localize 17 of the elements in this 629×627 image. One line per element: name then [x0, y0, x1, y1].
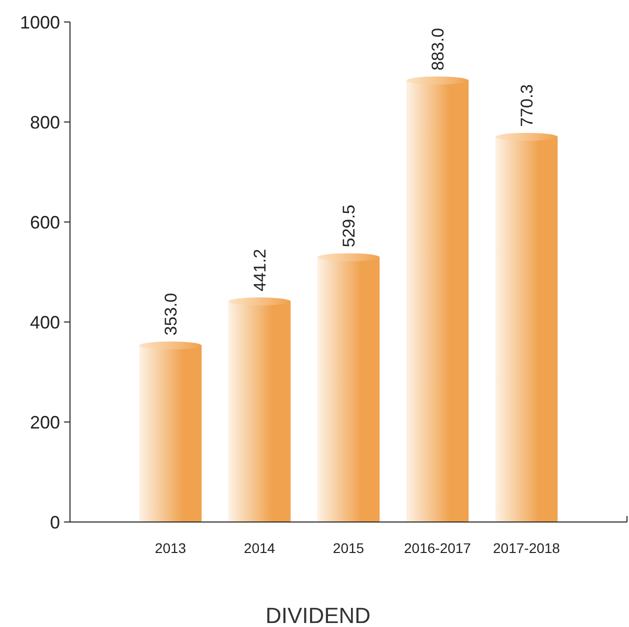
data-label: 353.0 [162, 292, 180, 336]
x-tick-label: 2017-2018 [493, 540, 560, 556]
x-axis-title: DIVIDEND [265, 603, 371, 627]
y-tick-label: 600 [30, 212, 60, 232]
x-tick-label: 2016-2017 [404, 540, 472, 556]
x-tick-label: 2014 [244, 540, 276, 556]
y-tick-label: 200 [30, 412, 60, 432]
y-tick-label: 0 [50, 512, 60, 532]
data-label: 770.3 [518, 84, 536, 127]
x-tick-label: 2013 [154, 540, 186, 556]
data-label: 883.0 [428, 28, 448, 70]
y-tick-label: 400 [30, 312, 60, 332]
y-tick-label: 1000 [20, 12, 60, 32]
data-label: 441.2 [250, 248, 270, 292]
x-tick-label: 2015 [332, 540, 364, 556]
y-tick-label: 800 [30, 112, 60, 132]
data-label: 529.5 [340, 204, 358, 248]
